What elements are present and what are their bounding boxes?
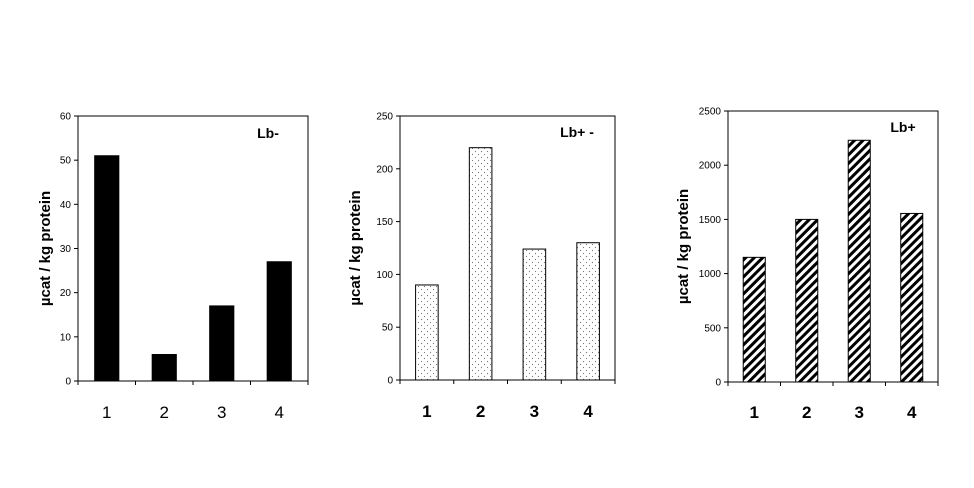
x-tick-label: 4 [907, 403, 917, 422]
x-tick-label: 3 [855, 403, 864, 422]
x-tick-label: 1 [422, 402, 431, 421]
bar-4 [266, 261, 292, 382]
y-tick-label: 10 [60, 332, 72, 343]
bar-3 [209, 305, 235, 382]
chart-title: Lb+ [890, 119, 915, 135]
x-tick-label: 2 [476, 402, 485, 421]
x-tick-label: 2 [160, 403, 169, 422]
bar-2 [795, 218, 819, 383]
y-tick-label: 0 [65, 377, 71, 388]
y-tick-label: 2000 [699, 161, 722, 172]
y-tick-label: 1000 [699, 269, 722, 280]
x-tick-label: 4 [583, 402, 593, 421]
chart-title: Lb+ - [560, 124, 594, 140]
y-tick-label: 50 [60, 156, 72, 167]
bar-1 [415, 284, 439, 381]
bar-3 [847, 139, 871, 383]
y-axis-label: µcat / kg protein [37, 191, 54, 306]
x-tick-label: 3 [217, 403, 226, 422]
y-tick-label: 100 [376, 270, 393, 281]
y-tick-label: 0 [387, 376, 393, 387]
bar-1 [742, 256, 766, 383]
y-tick-label: 40 [60, 200, 72, 211]
x-tick-label: 1 [102, 403, 111, 422]
y-tick-label: 30 [60, 244, 72, 255]
bar-4 [900, 212, 924, 383]
y-tick-label: 60 [60, 112, 72, 123]
bar-3 [522, 248, 547, 381]
y-tick-label: 20 [60, 288, 72, 299]
y-tick-label: 1500 [699, 215, 722, 226]
y-tick-label: 500 [704, 323, 721, 334]
y-tick-label: 200 [376, 164, 393, 175]
bar-2 [151, 354, 177, 382]
y-tick-label: 150 [376, 217, 393, 228]
x-tick-label: 3 [530, 402, 539, 421]
bar-2 [468, 147, 493, 381]
y-axis-label: µcat / kg protein [675, 189, 692, 304]
x-tick-label: 4 [275, 403, 284, 422]
x-tick-label: 1 [750, 403, 759, 422]
bar-4 [576, 242, 600, 381]
chart-title: Lb- [257, 125, 279, 141]
y-tick-label: 2500 [699, 107, 722, 118]
bar-1 [94, 155, 120, 382]
y-tick-label: 0 [715, 378, 721, 389]
x-tick-label: 2 [802, 403, 811, 422]
y-tick-label: 250 [376, 112, 393, 123]
y-axis-label: µcat / kg protein [347, 190, 364, 305]
y-tick-label: 50 [382, 323, 394, 334]
